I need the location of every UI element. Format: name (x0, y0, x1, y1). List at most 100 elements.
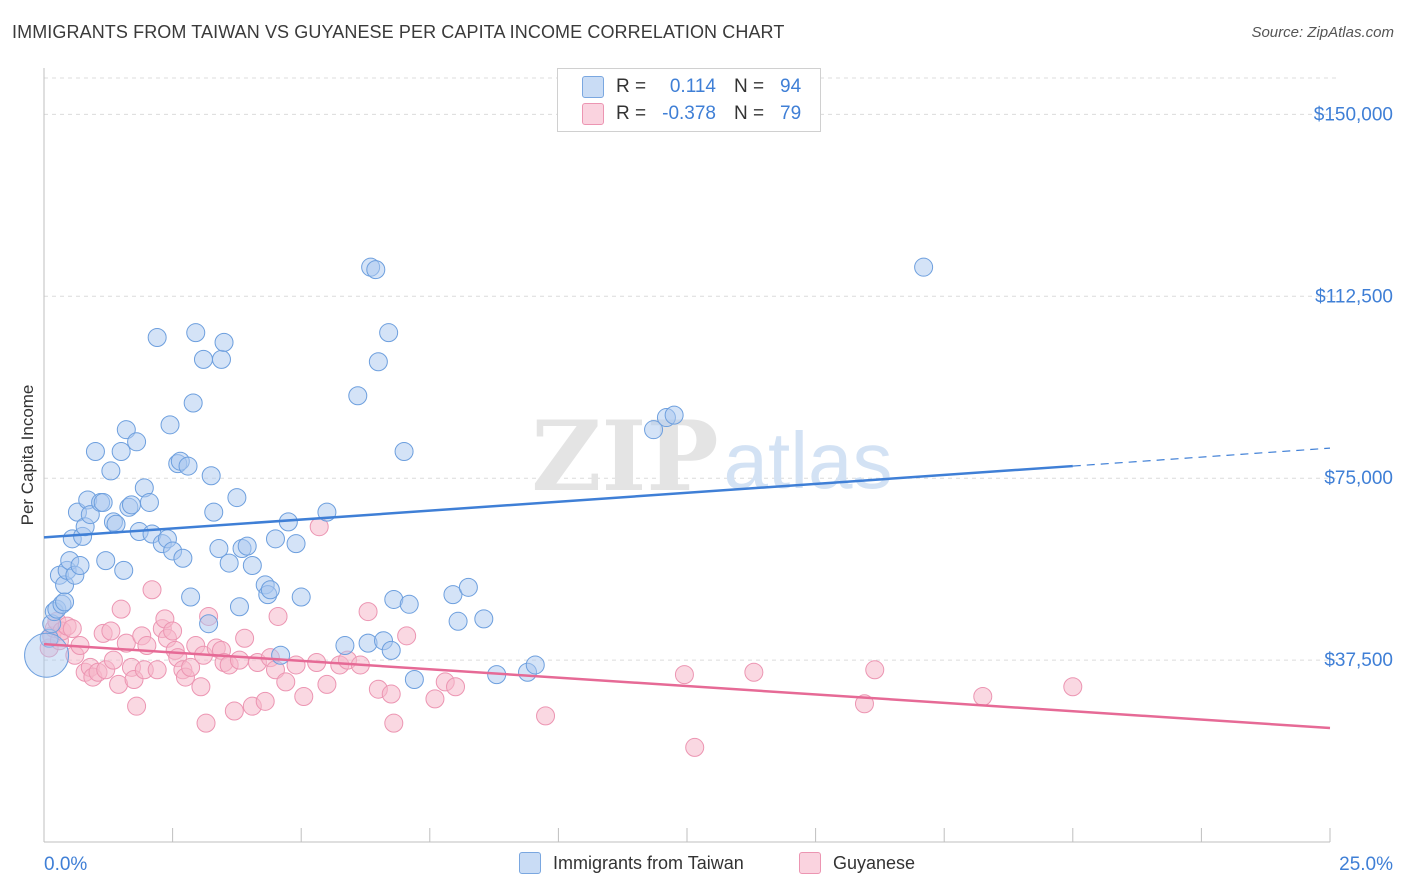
taiwan-point (127, 432, 147, 452)
guyanese-point (142, 580, 162, 600)
guyanese-point (973, 686, 993, 706)
guyanese-point (224, 701, 244, 721)
guyanese-point (62, 619, 82, 639)
taiwan-point (211, 349, 231, 369)
guyanese-point (127, 696, 147, 716)
taiwan-point (914, 257, 934, 277)
taiwan-point (121, 495, 141, 515)
guyanese-point (196, 713, 216, 733)
y-tick-label: $150,000 (1314, 104, 1393, 125)
taiwan-point (24, 632, 70, 678)
taiwan-point (114, 560, 134, 580)
legend-label-taiwan: Immigrants from Taiwan (553, 852, 744, 873)
taiwan-point (93, 492, 113, 512)
taiwan-point (101, 461, 121, 481)
legend-r-label: R = (616, 103, 647, 124)
legend-row-taiwan: R = 0.114 N = 94 (558, 74, 820, 100)
taiwan-point (286, 534, 306, 554)
guyanese-point (1063, 677, 1083, 697)
guyanese-point (317, 674, 337, 694)
guyanese-point (268, 606, 288, 626)
legend-row-guyanese: R = -0.378 N = 79 (558, 101, 820, 127)
guyanese-point (446, 677, 466, 697)
guyanese-point (103, 650, 123, 670)
taiwan-point (204, 502, 224, 522)
x-tick-label-end: 25.0% (1339, 854, 1393, 875)
taiwan-point (209, 539, 229, 559)
taiwan-point (260, 580, 280, 600)
taiwan-point (214, 332, 234, 352)
legend-r-value: 0.114 (669, 76, 716, 97)
taiwan-point (348, 386, 368, 406)
legend-n-value: 94 (780, 76, 802, 97)
taiwan-point (271, 645, 291, 665)
guyanese-point (381, 684, 401, 704)
trend-lines (43, 447, 1331, 730)
taiwan-point (160, 415, 180, 435)
taiwan-point (335, 636, 355, 656)
guyanese-point (536, 706, 556, 726)
taiwan-point (106, 514, 126, 534)
taiwan-point (85, 442, 105, 462)
guyanese-point (116, 633, 136, 653)
guyanese-point (229, 650, 249, 670)
taiwan-point (399, 594, 419, 614)
watermark-zip: ZIP (531, 400, 718, 513)
taiwan-point (291, 587, 311, 607)
guyanese-point (181, 657, 201, 677)
taiwan-point (242, 556, 262, 576)
guyanese-point (744, 662, 764, 682)
guyanese-point (384, 713, 404, 733)
taiwan-point (474, 609, 494, 629)
legend-n-label: N = (734, 103, 765, 124)
guyanese-point (255, 691, 275, 711)
guyanese-trend-line (43, 642, 1331, 730)
zipatlas-watermark: ZIP atlas (531, 400, 892, 513)
taiwan-point (379, 323, 399, 343)
taiwan-point (525, 655, 545, 675)
guyanese-point (286, 655, 306, 675)
legend-item-taiwan: Immigrants from Taiwan (519, 852, 744, 874)
taiwan-point (147, 328, 167, 348)
taiwan-point (448, 611, 468, 631)
guyanese-point (674, 665, 694, 685)
legend-n-value: 79 (780, 103, 802, 124)
taiwan-point (139, 492, 159, 512)
guyanese-point (147, 660, 167, 680)
taiwan-point (96, 551, 116, 571)
legend-r-label: R = (616, 76, 647, 97)
legend-label-guyanese: Guyanese (833, 852, 916, 873)
gridlines (44, 77, 1338, 661)
taiwan-point (664, 405, 684, 425)
taiwan-trend-extension (1072, 447, 1331, 467)
taiwan-point (265, 529, 285, 549)
guyanese-point (397, 626, 417, 646)
taiwan-trend-line (43, 464, 1073, 539)
guyanese-points (39, 517, 1083, 757)
guyanese-point (294, 686, 314, 706)
taiwan-point (368, 352, 388, 372)
legend-swatch-guyanese (799, 852, 821, 874)
taiwan-point (219, 553, 239, 573)
guyanese-point (163, 621, 183, 641)
taiwan-point (186, 323, 206, 343)
guyanese-point (854, 694, 874, 714)
taiwan-point (381, 640, 401, 660)
taiwan-point (193, 349, 213, 369)
taiwan-point (111, 442, 131, 462)
legend-r-value: -0.378 (662, 103, 716, 124)
watermark-atlas: atlas (724, 416, 893, 505)
taiwan-point (443, 585, 463, 605)
taiwan-point (404, 669, 424, 689)
guyanese-point (191, 677, 211, 697)
taiwan-point (55, 592, 75, 612)
taiwan-point (366, 260, 386, 280)
guyanese-point (425, 689, 445, 709)
taiwan-point (394, 442, 414, 462)
taiwan-point (227, 488, 247, 508)
taiwan-point (201, 466, 221, 486)
taiwan-point (183, 393, 203, 413)
taiwan-point (237, 536, 257, 556)
taiwan-point (181, 587, 201, 607)
